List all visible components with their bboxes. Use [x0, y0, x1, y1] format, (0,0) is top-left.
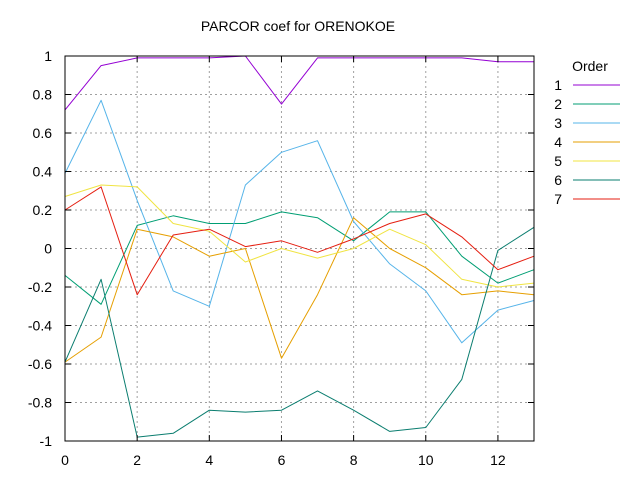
y-tick-label: 0.6: [33, 125, 53, 141]
y-tick-label: -0.8: [28, 395, 52, 411]
series-line-5: [64, 184, 535, 288]
legend-label-4: 4: [554, 134, 562, 150]
ticks-layer: -1-0.8-0.6-0.4-0.200.20.40.60.810 2 4 6 8 10 1…: [28, 48, 534, 468]
y-tick-label: 0.2: [33, 202, 53, 218]
y-tick-label: 1: [44, 48, 52, 64]
x-tick-label: 2: [133, 452, 141, 468]
series-line-1: [64, 55, 534, 111]
series-layer: [64, 55, 535, 438]
y-tick-label: 0: [44, 241, 52, 257]
y-tick-label: 0.8: [33, 87, 53, 103]
legend-title: Order: [572, 58, 608, 74]
x-tick-label: 12: [490, 452, 506, 468]
series-line-4: [64, 217, 535, 363]
legend-label-5: 5: [554, 153, 562, 169]
series-line-3: [64, 99, 535, 344]
x-tick-label: 8: [350, 452, 358, 468]
x-tick-label: 4: [205, 452, 213, 468]
legend-label-3: 3: [554, 115, 562, 131]
legend-label-2: 2: [554, 96, 562, 112]
y-tick-label: 0.4: [33, 164, 53, 180]
y-tick-label: -1: [40, 433, 53, 449]
legend-label-7: 7: [554, 191, 562, 207]
y-tick-label: -0.2: [28, 279, 52, 295]
y-tick-label: -0.6: [28, 356, 52, 372]
legend: Order 1 2 3 4 5 6 7: [554, 58, 620, 207]
series-line-6: [64, 226, 535, 438]
x-tick-label: 0: [61, 452, 69, 468]
y-tick-label: -0.4: [28, 318, 52, 334]
chart-title: PARCOR coef for ORENOKOE: [201, 18, 395, 34]
legend-label-6: 6: [554, 172, 562, 188]
series-line-7: [64, 186, 535, 296]
legend-label-1: 1: [554, 77, 562, 93]
x-tick-label: 10: [418, 452, 434, 468]
series-line-2: [64, 211, 535, 305]
x-tick-label: 6: [278, 452, 286, 468]
grid-layer: [65, 56, 534, 441]
